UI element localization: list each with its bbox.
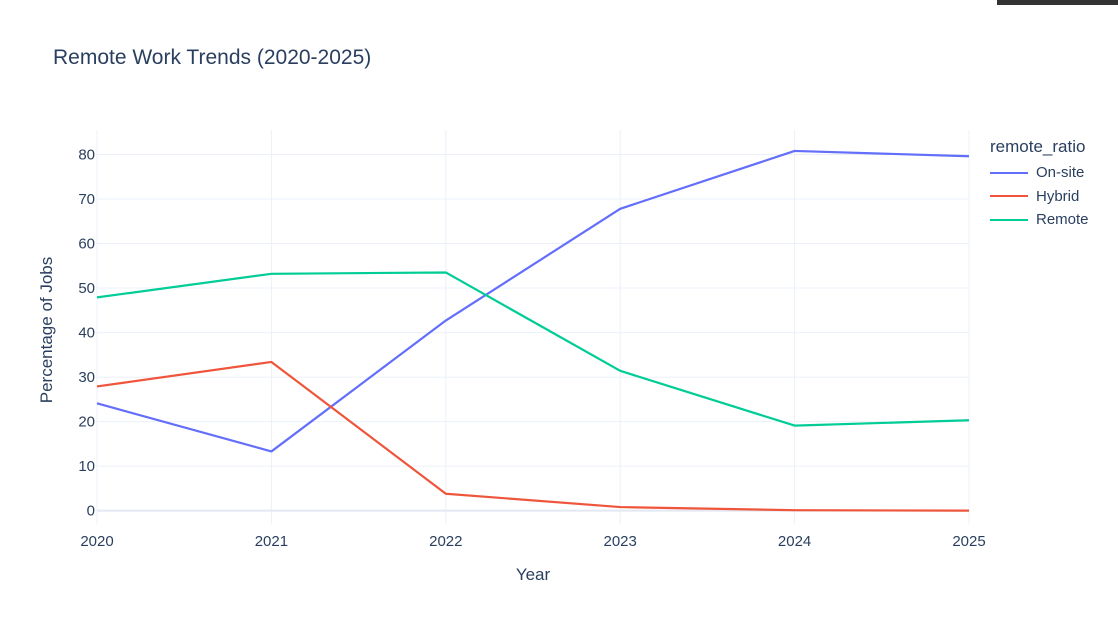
series-line-on-site — [96, 149, 970, 453]
top-bar — [997, 0, 1118, 5]
legend-swatch — [990, 218, 1028, 221]
legend-swatch — [990, 171, 1028, 174]
y-tick-label: 70 — [78, 191, 95, 208]
x-tick-labels: 2020 2021 2022 2023 2024 2025 — [80, 533, 985, 550]
x-gridlines — [96, 130, 970, 524]
y-tick-label: 30 — [78, 369, 95, 386]
y-tick-labels: 0 10 20 30 40 50 60 70 80 — [78, 146, 95, 519]
legend: remote_ratio On-site Hybrid Remote — [990, 137, 1089, 232]
legend-swatch — [990, 195, 1028, 198]
series-lines — [96, 149, 970, 512]
legend-item-remote[interactable]: Remote — [990, 208, 1089, 232]
y-tick-label: 80 — [78, 146, 95, 163]
x-tick-label: 2024 — [778, 533, 811, 550]
y-tick-label: 20 — [78, 414, 95, 431]
y-tick-label: 10 — [78, 458, 95, 475]
y-tick-label: 0 — [87, 503, 95, 520]
x-tick-label: 2020 — [80, 533, 113, 550]
y-gridlines — [97, 153, 969, 512]
chart-title: Remote Work Trends (2020-2025) — [53, 46, 372, 69]
x-tick-label: 2022 — [429, 533, 462, 550]
x-axis-title: Year — [516, 565, 551, 584]
y-tick-label: 40 — [78, 325, 95, 342]
y-tick-label: 50 — [78, 280, 95, 297]
y-axis-title: Percentage of Jobs — [37, 257, 56, 403]
legend-title: remote_ratio — [990, 137, 1086, 156]
legend-label: On-site — [1036, 164, 1085, 182]
y-tick-label: 60 — [78, 236, 95, 253]
x-tick-label: 2023 — [604, 533, 637, 550]
legend-item-on-site[interactable]: On-site — [990, 161, 1089, 185]
x-tick-label: 2025 — [952, 533, 985, 550]
series-line-remote — [96, 271, 970, 427]
legend-item-hybrid[interactable]: Hybrid — [990, 185, 1089, 209]
legend-label: Hybrid — [1036, 187, 1080, 205]
series-line-hybrid — [96, 360, 970, 512]
legend-label: Remote — [1036, 211, 1089, 229]
x-tick-label: 2021 — [255, 533, 288, 550]
